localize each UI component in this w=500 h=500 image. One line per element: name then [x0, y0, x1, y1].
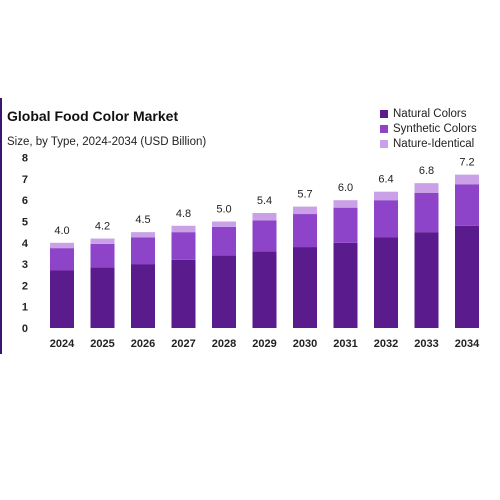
bar-segment-nature-identical: [455, 174, 479, 185]
bar-segment-synthetic-colors: [131, 237, 155, 265]
bar-segment-synthetic-colors: [374, 200, 398, 238]
bar-total-label: 6.0: [338, 182, 353, 194]
legend: Natural Colors Synthetic Colors Nature-I…: [380, 106, 477, 151]
bar-segment-synthetic-colors: [455, 184, 479, 226]
bar-total-label: 6.4: [378, 174, 393, 186]
bar-total-label: 4.2: [95, 221, 110, 233]
bar-segment-natural-colors: [90, 267, 115, 328]
x-tick-label: 2026: [131, 338, 155, 350]
y-tick-label: 1: [22, 302, 28, 314]
bar-segment-synthetic-colors: [252, 220, 277, 252]
legend-swatch: [380, 124, 388, 133]
bar-segment-synthetic-colors: [212, 226, 236, 256]
chart-subtitle: Size, by Type, 2024-2034 (USD Billion): [7, 136, 207, 148]
bar-segment-synthetic-colors: [50, 248, 74, 271]
bar-segment-natural-colors: [333, 242, 358, 328]
legend-label: Synthetic Colors: [393, 122, 477, 135]
x-tick-label: 2034: [455, 338, 480, 350]
bar-segment-natural-colors: [50, 270, 74, 328]
y-tick-label: 5: [22, 217, 28, 229]
chart-title: Global Food Color Market: [7, 108, 179, 124]
bar-segment-nature-identical: [50, 242, 74, 249]
x-tick-label: 2030: [293, 338, 317, 350]
bar-segment-natural-colors: [171, 259, 196, 328]
bar-segment-synthetic-colors: [414, 192, 439, 233]
bar-segment-synthetic-colors: [333, 207, 358, 243]
bar-segment-nature-identical: [252, 212, 277, 221]
panel-accent-rule: [0, 98, 2, 354]
bar-segment-nature-identical: [171, 225, 196, 233]
legend-item-natural-colors: Natural Colors: [380, 106, 477, 121]
bar-total-label: 4.0: [54, 225, 69, 237]
x-tick-label: 2024: [50, 338, 75, 350]
bar-total-label: 6.8: [419, 165, 434, 177]
y-tick-label: 0: [22, 323, 28, 335]
bar-segment-synthetic-colors: [171, 232, 196, 260]
bar-total-label: 4.8: [176, 208, 191, 220]
bar-segment-synthetic-colors: [293, 214, 317, 248]
bar-total-label: 5.0: [216, 204, 231, 216]
y-tick-label: 2: [22, 280, 28, 292]
y-tick-label: 6: [22, 195, 28, 207]
bar-segment-natural-colors: [293, 247, 317, 328]
bar-segment-natural-colors: [212, 255, 236, 328]
y-tick-label: 4: [22, 238, 29, 250]
bar-segment-natural-colors: [455, 225, 479, 328]
x-tick-label: 2028: [212, 338, 236, 350]
y-tick-label: 7: [22, 174, 28, 186]
bar-segment-nature-identical: [414, 183, 439, 193]
x-tick-label: 2031: [333, 338, 357, 350]
bar-total-label: 5.7: [297, 189, 312, 201]
x-tick-label: 2029: [252, 338, 276, 350]
x-tick-label: 2027: [171, 338, 195, 350]
bar-total-label: 7.2: [459, 157, 474, 169]
bar-segment-nature-identical: [131, 232, 155, 238]
y-tick-label: 3: [22, 259, 28, 271]
bar-segment-nature-identical: [333, 200, 358, 208]
bar-segment-natural-colors: [374, 237, 398, 328]
bar-segment-natural-colors: [252, 251, 277, 328]
x-tick-label: 2032: [374, 338, 398, 350]
bar-segment-nature-identical: [293, 206, 317, 215]
bar-segment-nature-identical: [90, 238, 115, 244]
bar-total-label: 4.5: [135, 214, 150, 226]
y-tick-label: 8: [22, 153, 28, 165]
x-tick-label: 2025: [90, 338, 114, 350]
legend-item-nature-identical: Nature-Identical: [380, 136, 477, 151]
bar-total-label: 5.4: [257, 195, 272, 207]
legend-item-synthetic-colors: Synthetic Colors: [380, 121, 477, 136]
bar-segment-natural-colors: [414, 232, 439, 328]
legend-label: Natural Colors: [393, 107, 467, 120]
legend-swatch: [380, 139, 388, 148]
bar-segment-synthetic-colors: [90, 243, 115, 268]
bar-segment-nature-identical: [212, 221, 236, 227]
x-tick-label: 2033: [414, 338, 438, 350]
bar-segment-natural-colors: [131, 264, 155, 328]
legend-swatch: [380, 109, 388, 118]
legend-label: Nature-Identical: [393, 137, 475, 150]
bar-segment-nature-identical: [374, 191, 398, 201]
